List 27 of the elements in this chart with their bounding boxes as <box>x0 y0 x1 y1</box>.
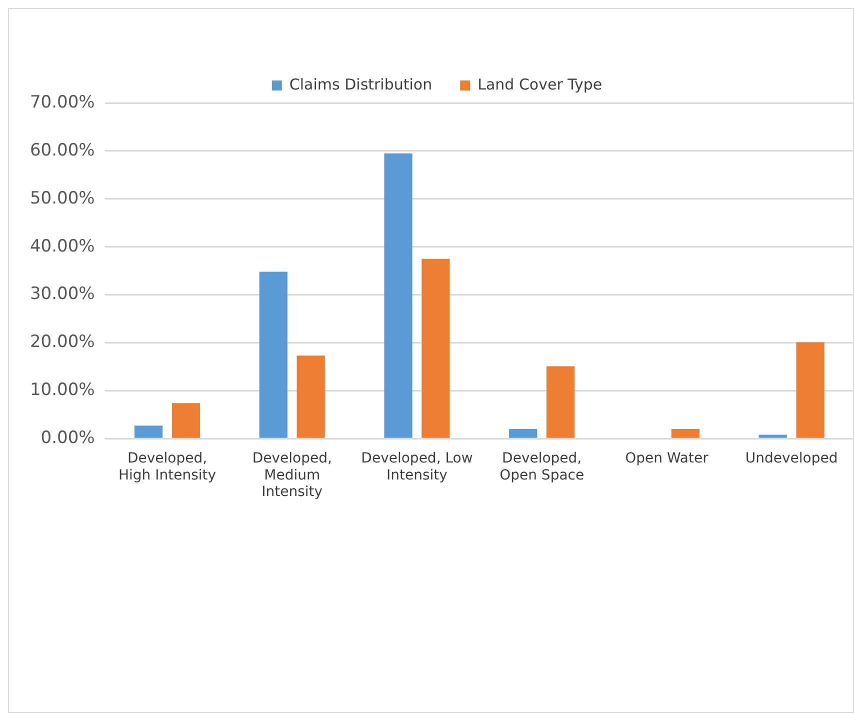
legend-label: Claims Distribution <box>289 75 432 94</box>
bar <box>758 434 787 438</box>
legend-label: Land Cover Type <box>478 75 602 94</box>
bar <box>259 272 288 438</box>
x-tick-label: Open Water <box>625 450 709 467</box>
x-tick-label: Developed, Medium Intensity <box>252 450 332 500</box>
bar <box>546 366 575 438</box>
x-tick-label: Developed, Low Intensity <box>361 450 473 484</box>
x-tick-label: Undeveloped <box>745 450 838 467</box>
bar <box>422 258 450 438</box>
x-tick-label: Developed, High Intensity <box>118 450 216 484</box>
y-tick-label: 0.00% <box>40 428 95 448</box>
y-tick-label: 30.00% <box>30 284 95 304</box>
y-tick-label: 40.00% <box>30 236 95 256</box>
y-tick-label: 10.00% <box>30 380 95 400</box>
bar <box>509 429 538 438</box>
y-tick-label: 70.00% <box>30 92 95 112</box>
bar <box>384 153 412 438</box>
bar <box>172 403 200 438</box>
bar <box>134 426 163 438</box>
y-tick-label: 60.00% <box>30 140 95 160</box>
bar <box>296 356 325 438</box>
bar <box>796 342 824 438</box>
bar <box>671 429 700 438</box>
y-tick-label: 20.00% <box>30 332 95 352</box>
y-tick-label: 50.00% <box>30 188 95 208</box>
x-tick-label: Developed, Open Space <box>500 450 584 484</box>
